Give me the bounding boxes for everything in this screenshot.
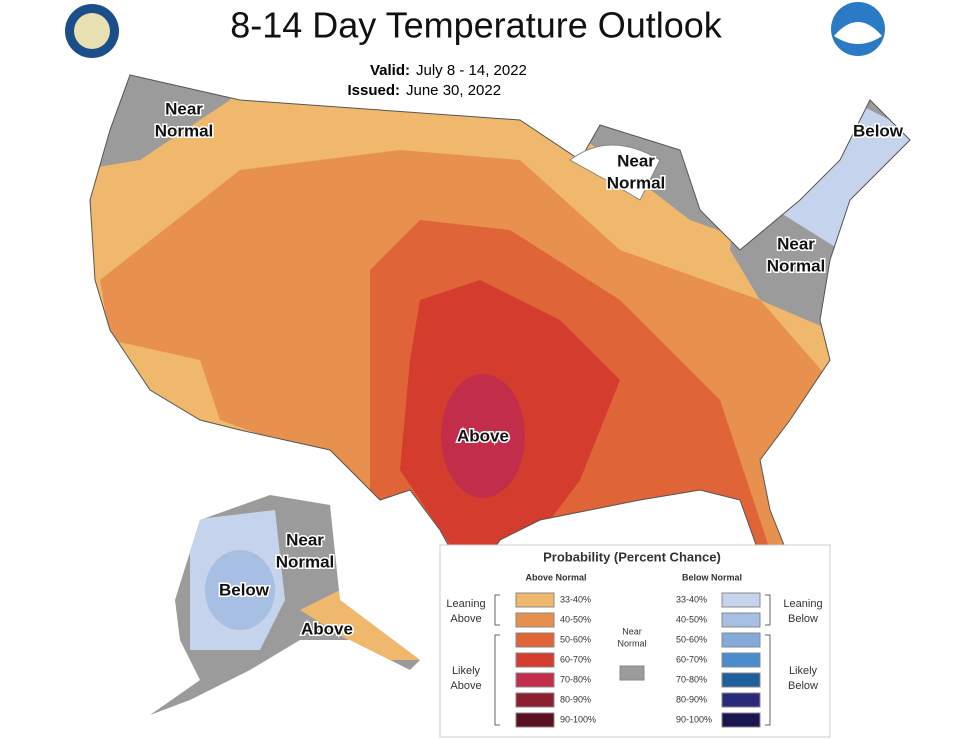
label-line: Near — [777, 234, 815, 253]
legend-range: 40-50% — [676, 614, 707, 624]
label-line: Below — [219, 580, 270, 599]
legend-swatch — [515, 652, 555, 668]
label-line: Near — [622, 626, 642, 636]
label-line: Normal — [607, 173, 666, 192]
legend-swatch — [515, 672, 555, 688]
great-lakes — [569, 144, 661, 201]
legend-swatch — [515, 692, 555, 708]
label-line: Leaning — [446, 598, 485, 610]
legend-range: 50-60% — [676, 634, 707, 644]
legend-swatch — [721, 652, 761, 668]
label-line: Likely — [452, 665, 481, 677]
legend-range: 90-100% — [676, 714, 712, 724]
legend-swatch — [721, 612, 761, 628]
valid-dates: July 8 - 14, 2022 — [416, 62, 527, 79]
legend-swatch — [515, 632, 555, 648]
legend-range: 80-90% — [676, 694, 707, 704]
issued-label: Issued: — [347, 82, 400, 99]
legend-range: 70-80% — [676, 674, 707, 684]
label-line: Near — [165, 99, 203, 118]
legend-swatch — [721, 692, 761, 708]
doc-logo-inner — [74, 13, 110, 49]
label-line: Normal — [276, 552, 335, 571]
legend-range: 50-60% — [560, 634, 591, 644]
label-line: Above — [450, 680, 481, 692]
legend-range: 60-70% — [560, 654, 591, 664]
legend-swatch — [515, 712, 555, 728]
alaska-contours — [150, 495, 420, 715]
legend-box — [439, 544, 831, 738]
label-line: Below — [788, 680, 818, 692]
label-line: Likely — [789, 665, 818, 677]
legend-swatch — [515, 612, 555, 628]
legend-range: 33-40% — [560, 594, 591, 604]
label-line: Leaning — [783, 598, 822, 610]
label-line: Normal — [155, 121, 214, 140]
legend-swatch — [721, 672, 761, 688]
legend-swatch — [721, 712, 761, 728]
label-line: Below — [788, 613, 818, 625]
label-line: Above — [450, 613, 481, 625]
legend-range: 70-80% — [560, 674, 591, 684]
label-line: Normal — [617, 638, 646, 648]
label-line: Below — [853, 121, 904, 140]
legend-below-heading: Below Normal — [682, 572, 742, 582]
legend-range: 60-70% — [676, 654, 707, 664]
legend-near-swatch — [619, 665, 645, 681]
legend-range: 40-50% — [560, 614, 591, 624]
label-line: Near — [617, 151, 655, 170]
label-line: Near — [286, 530, 324, 549]
label-line: Above — [301, 619, 353, 638]
legend-above-heading: Above Normal — [525, 572, 586, 582]
legend-swatch — [721, 592, 761, 608]
label-line: Above — [457, 426, 509, 445]
legend-swatch — [515, 592, 555, 608]
label-line: Normal — [767, 256, 826, 275]
legend-range: 80-90% — [560, 694, 591, 704]
legend-range: 90-100% — [560, 714, 596, 724]
noaa-logo-gull — [834, 22, 882, 44]
title: 8-14 Day Temperature Outlook — [230, 5, 723, 46]
legend-brackets — [494, 594, 771, 726]
issued-date: June 30, 2022 — [406, 82, 501, 99]
legend-range: 33-40% — [676, 594, 707, 604]
legend-title: Probability (Percent Chance) — [543, 549, 721, 564]
valid-label: Valid: — [370, 62, 410, 79]
legend-swatch — [721, 632, 761, 648]
